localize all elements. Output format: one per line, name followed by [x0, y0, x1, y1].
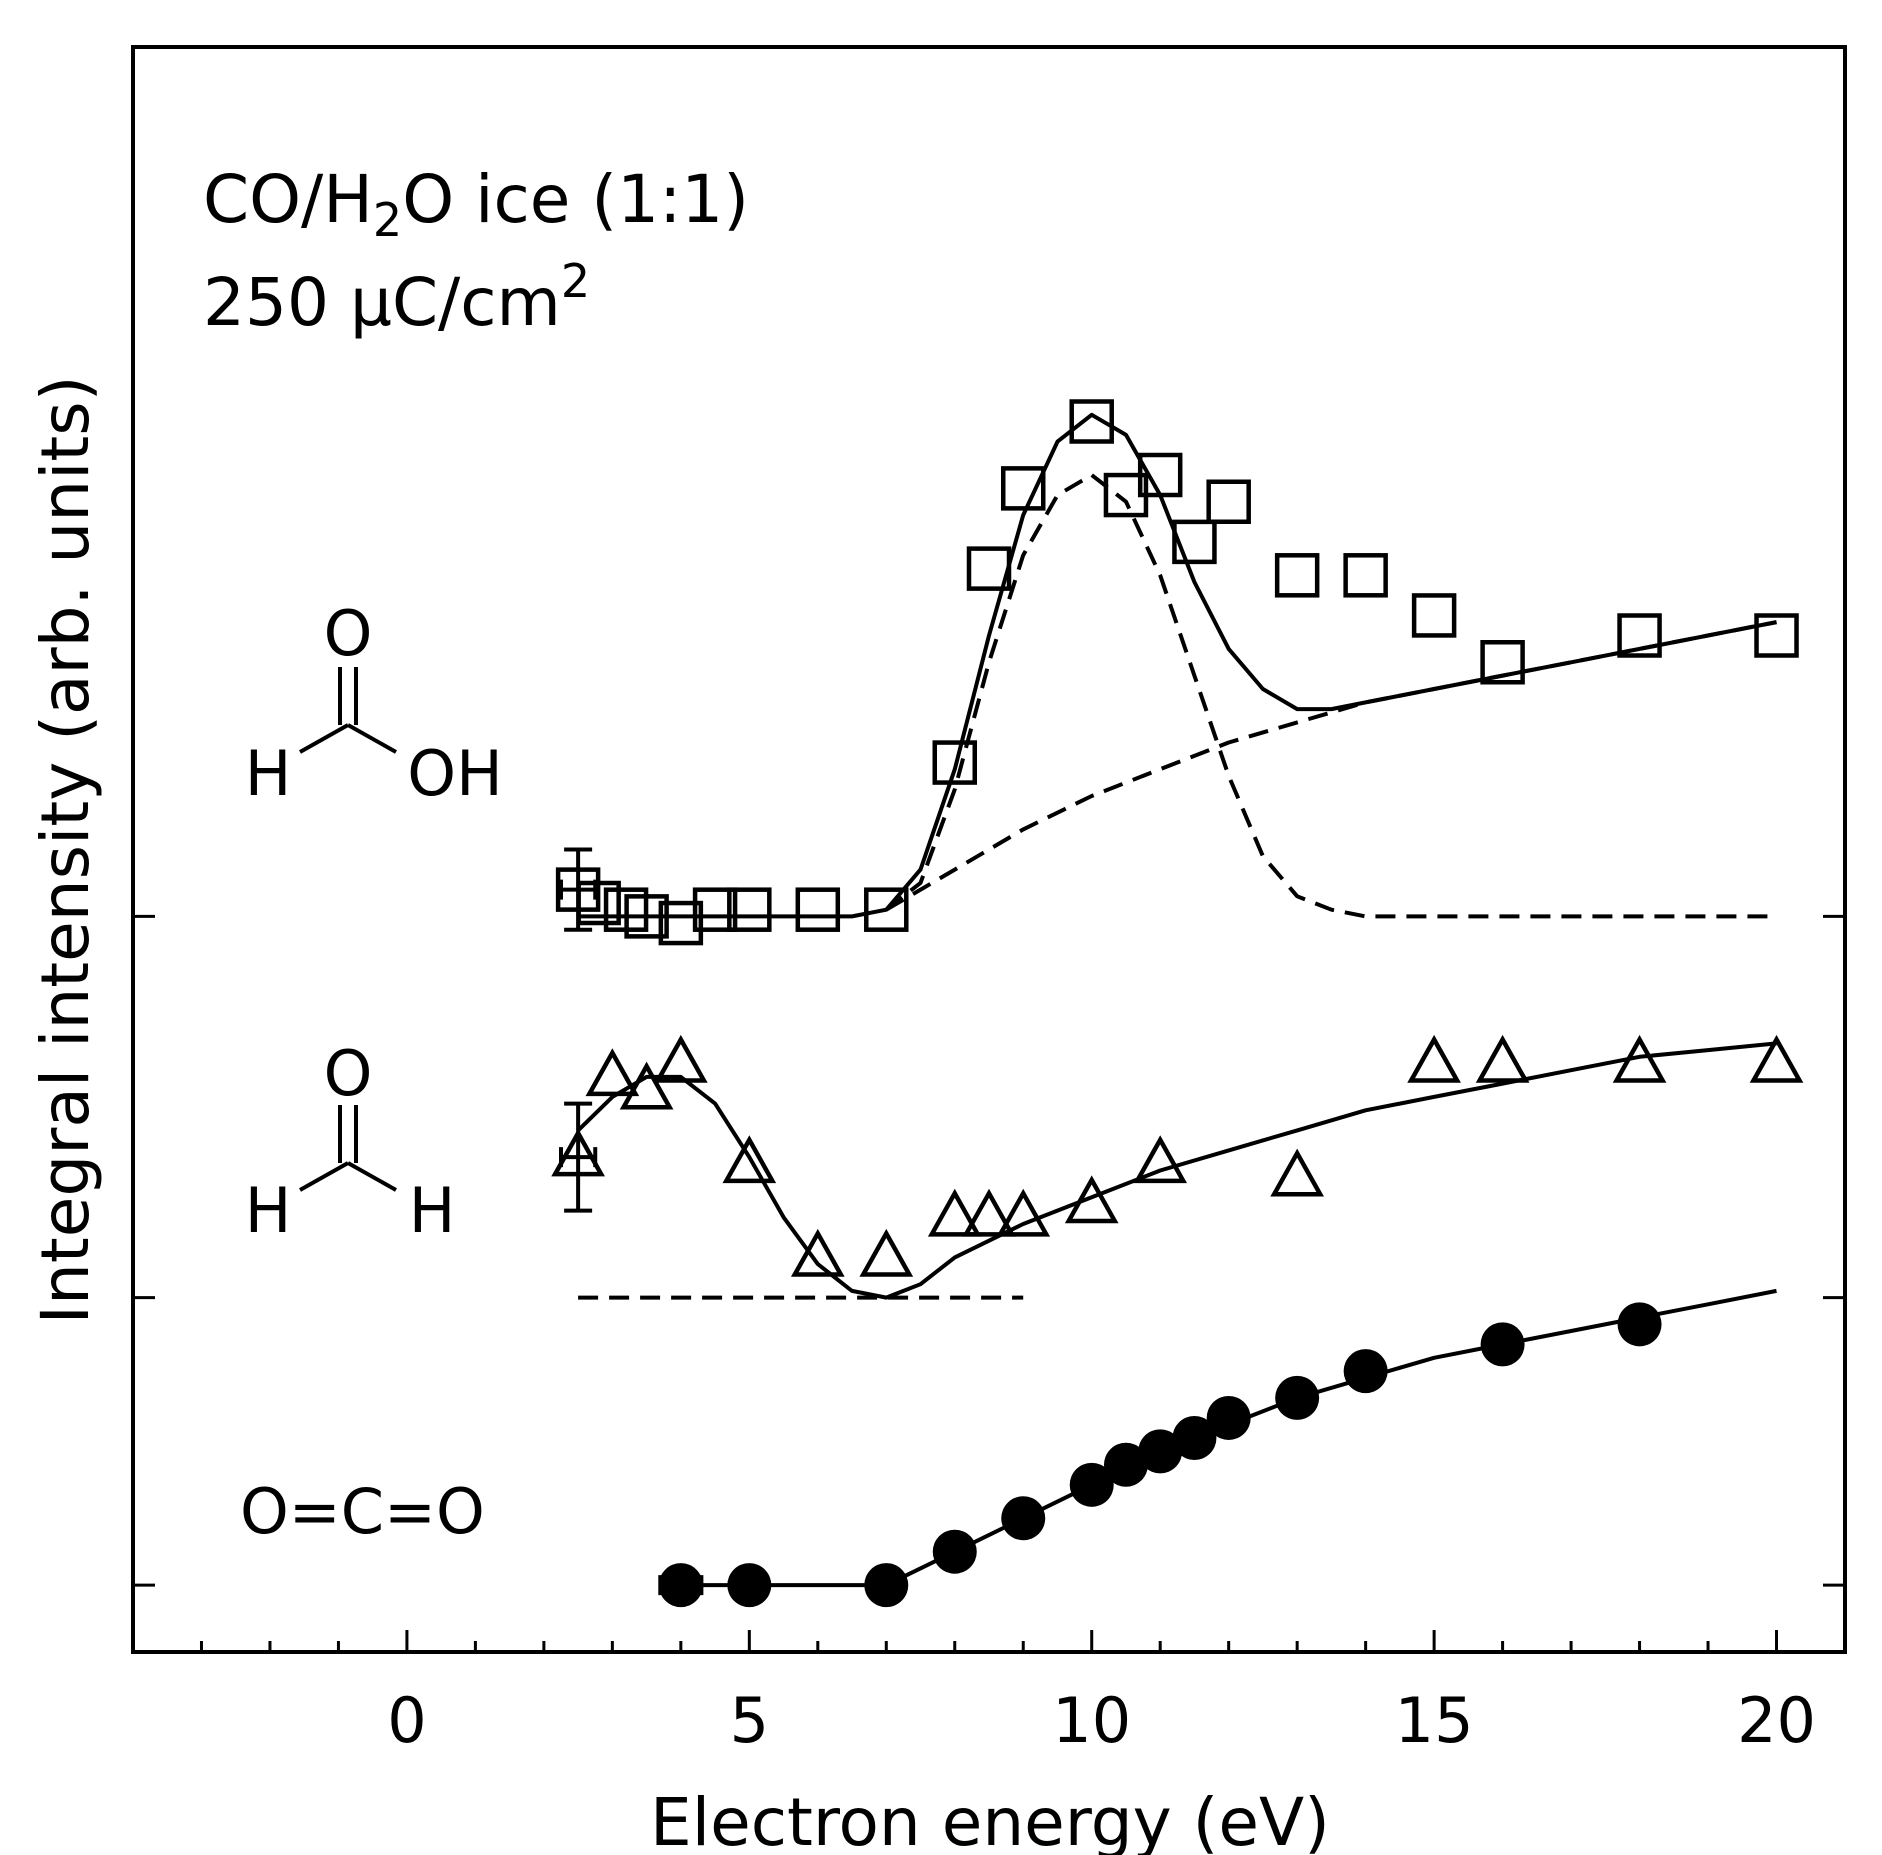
co2-data-point: [1172, 1416, 1217, 1460]
h2co-h-left-label: H: [245, 1174, 292, 1247]
hcooh-data-point: [864, 887, 909, 932]
hcooh-data-point: [795, 887, 841, 932]
h2co-data-point: [1749, 1034, 1804, 1083]
h2co-structure: O H H: [245, 1037, 456, 1247]
h2co-data-point: [551, 1128, 605, 1177]
hcooh-data-point: [1411, 593, 1457, 638]
h2co-data-point: [996, 1188, 1051, 1237]
h2co-data-point: [1133, 1135, 1188, 1184]
h2co-h-right-label: H: [409, 1174, 456, 1247]
co2-data-point: [1480, 1322, 1525, 1367]
co2-data-point: [1343, 1349, 1388, 1394]
h2co-data-point: [1475, 1034, 1530, 1083]
hcooh-data-point: [624, 894, 669, 939]
hcooh-h-label: H: [245, 737, 292, 810]
co2-structure-label: O=C=O: [240, 1475, 485, 1548]
h2co-data-point: [722, 1135, 777, 1184]
fit-curves: [576, 412, 1777, 1588]
x-tick-label: 5: [730, 1684, 769, 1757]
h2co-data-point: [653, 1034, 708, 1083]
h2co-data-point: [790, 1228, 845, 1277]
x-tick-label: 20: [1737, 1684, 1816, 1757]
x-tick-label: 15: [1395, 1684, 1474, 1757]
co2-data-point: [1069, 1462, 1114, 1507]
hcooh-data-point: [932, 740, 978, 785]
co2-data-point: [1617, 1302, 1662, 1347]
y-axis-title: Integral intensity (arb. units): [27, 376, 104, 1325]
annot-subscript: 2: [373, 193, 402, 247]
h2co-data-point: [962, 1188, 1016, 1237]
h2co-data-point: [585, 1048, 640, 1097]
hcooh-data-point: [576, 880, 621, 926]
hcooh-data-point: [1069, 399, 1114, 444]
h2co-o-label: O: [324, 1037, 373, 1110]
hcooh-data-point: [1137, 452, 1183, 498]
hcooh-data-point: [692, 887, 738, 932]
hcooh-data-point: [1172, 519, 1217, 565]
hcooh-data-point: [727, 887, 772, 932]
annot-rest: O ice (1:1): [402, 161, 749, 238]
x-tick-labels: 0 5 10 15 20: [387, 1684, 1816, 1757]
hcooh-data-point: [966, 546, 1012, 591]
annot-co-h: CO/H: [203, 161, 373, 238]
co2-data-point: [1103, 1442, 1148, 1487]
sample-annotation-line2: 250 μC/cm2: [203, 254, 590, 341]
x-tick-label: 10: [1052, 1684, 1131, 1757]
hcooh-fit-resonance: [885, 473, 1777, 919]
hcooh-data-point: [658, 900, 704, 946]
hcooh-fit-background: [885, 620, 1777, 912]
co2-data-point: [727, 1563, 772, 1608]
plot-frame: [131, 45, 1847, 1654]
co2-data-point: [932, 1529, 977, 1574]
x-tick-label: 0: [387, 1684, 426, 1757]
co2-data-point: [1001, 1496, 1046, 1541]
hcooh-oh-label: OH: [407, 737, 502, 810]
h2co-data-point: [927, 1188, 982, 1237]
hcooh-structure: O H OH: [245, 597, 503, 810]
hcooh-o-label: O: [324, 597, 373, 670]
co2-data-point: [864, 1563, 909, 1608]
y-axis-ticks: [133, 914, 1845, 1587]
h2co-data-point: [1407, 1034, 1461, 1083]
co2-data-point: [1138, 1429, 1183, 1474]
hcooh-data-point: [1274, 553, 1320, 598]
co2-data-point: [1275, 1375, 1320, 1420]
hcooh-data-point: [1754, 613, 1799, 658]
hcooh-data-point: [1480, 640, 1525, 685]
annot-dose: 250 μC/cm: [203, 264, 561, 341]
hcooh-data-point: [1343, 553, 1388, 598]
annot-superscript: 2: [561, 254, 590, 308]
co2-data-point: [1206, 1395, 1251, 1440]
h2co-data-point: [859, 1228, 914, 1277]
hcooh-data-point: [1206, 479, 1251, 524]
co2-data-point: [658, 1563, 703, 1608]
hcooh-fit-line: [578, 412, 1777, 919]
hcooh-data-point: [1000, 466, 1046, 511]
h2co-data-point: [1270, 1148, 1325, 1197]
h2co-data-point: [619, 1061, 674, 1110]
data-markers: [551, 399, 1804, 1608]
x-axis-title: Electron energy (eV): [650, 1784, 1330, 1855]
x-axis-ticks: [199, 1630, 1779, 1652]
sample-annotation-line1: CO/H2O ice (1:1): [203, 161, 749, 247]
h2co-data-point: [1064, 1175, 1119, 1224]
hcooh-data-point: [1617, 613, 1662, 658]
h2co-data-point: [1612, 1034, 1667, 1083]
